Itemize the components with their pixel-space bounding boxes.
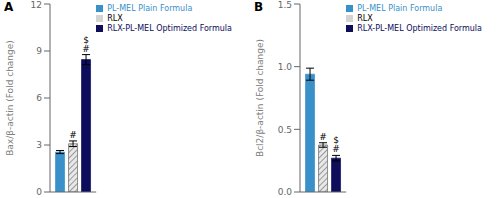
html-text:RLX-PL-MEL Optimized Formula: RLX-PL-MEL Optimized Formula [107, 24, 232, 33]
svg-text:0.5: 0.5 [278, 125, 292, 135]
html-text:RLX: RLX [357, 14, 373, 23]
html-text:RLX: RLX [107, 14, 123, 23]
svg-text:Bcl2/β-actin (Fold change): Bcl2/β-actin (Fold change) [255, 39, 265, 157]
svg-text:3: 3 [36, 140, 42, 150]
html-text:PL-MEL Plain Formula: PL-MEL Plain Formula [357, 4, 443, 13]
svg-text:6: 6 [36, 93, 42, 103]
html-text:B: B [254, 0, 264, 14]
svg-text:#: # [69, 130, 77, 140]
svg-text:9: 9 [36, 46, 42, 56]
svg-text:Bax/β-actin (Fold change): Bax/β-actin (Fold change) [8, 40, 15, 156]
html-text:RLX-PL-MEL Optimized Formula: RLX-PL-MEL Optimized Formula [357, 24, 482, 33]
svg-text:0: 0 [36, 187, 42, 197]
html-text:A: A [4, 0, 14, 14]
svg-text:#: # [332, 144, 340, 154]
html-text:PL-MEL Plain Formula: PL-MEL Plain Formula [107, 4, 193, 13]
svg-text:12: 12 [31, 0, 42, 10]
svg-text:0.0: 0.0 [278, 187, 293, 197]
svg-text:1.0: 1.0 [278, 62, 293, 72]
svg-text:#: # [319, 132, 327, 142]
svg-text:1.5: 1.5 [278, 0, 292, 10]
svg-text:#: # [82, 44, 90, 54]
